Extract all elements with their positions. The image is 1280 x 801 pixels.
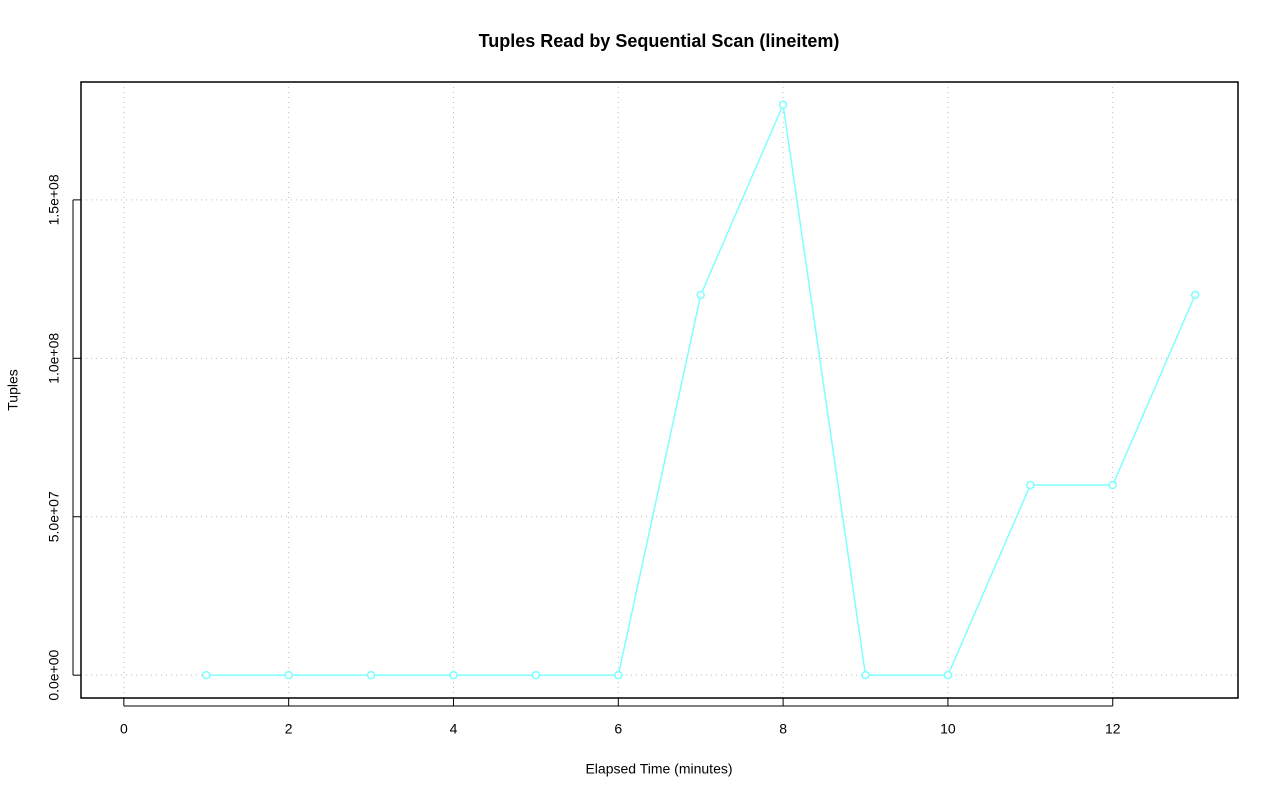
x-tick-label: 8 [779,721,787,737]
point [1026,480,1035,490]
point [449,670,458,680]
x-tick-label: 12 [1105,721,1121,737]
x-tick-label: 4 [450,721,458,737]
x-tick-label: 2 [285,721,293,737]
y-axis-label: Tuples [5,369,21,411]
point [1108,480,1117,490]
y-tick-label: 1.5e+08 [46,174,62,225]
y-tick-label: 0.0e+00 [46,649,62,700]
x-tick-label: 10 [940,721,956,737]
x-tick-label: 6 [614,721,622,737]
point [778,100,788,110]
y-tick-label: 5.0e+07 [46,491,62,542]
point [1190,290,1200,300]
point [943,670,953,680]
point [861,670,870,680]
point [284,670,293,680]
point [696,290,705,300]
chart-title: Tuples Read by Sequential Scan (lineitem… [479,31,840,51]
point [531,670,541,680]
x-tick-label: 0 [120,721,128,737]
point [202,670,211,680]
point [366,670,376,680]
plot-frame [80,81,1239,699]
y-tick-label: 1.0e+08 [46,333,62,384]
x-axis-label: Elapsed Time (minutes) [585,761,732,777]
point [614,670,623,680]
